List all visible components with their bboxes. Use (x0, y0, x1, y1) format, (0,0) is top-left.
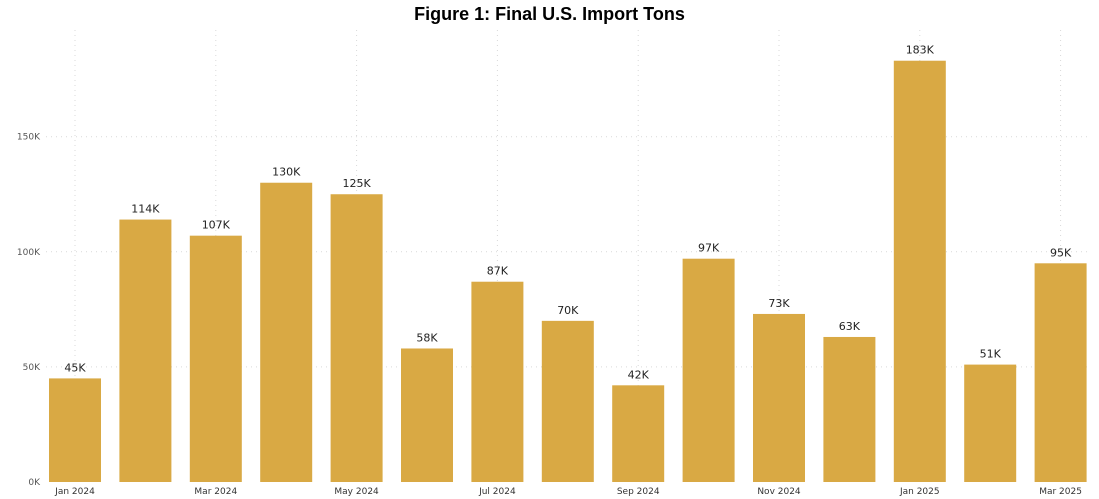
bar-value-label: 95K (1050, 246, 1072, 259)
bar (823, 336, 876, 482)
bar (471, 281, 524, 482)
bar (753, 313, 805, 482)
bar-value-label: 51K (980, 348, 1002, 361)
bar-value-label: 107K (202, 219, 231, 232)
bar (401, 348, 453, 482)
bar (612, 385, 665, 482)
x-tick-label: Nov 2024 (757, 487, 801, 497)
bar (189, 235, 242, 482)
bar (893, 60, 946, 482)
data-labels: 45K 114K 107K 130K 125K 58K 87K 70K 42K 97K 73K 63K… (64, 44, 1072, 382)
bar (260, 182, 313, 482)
bar-value-label: 58K (416, 331, 438, 344)
bar-value-label: 63K (839, 320, 861, 333)
bars (49, 60, 1087, 483)
bar-value-label: 125K (342, 177, 371, 190)
chart-title: Figure 1: Final U.S. Import Tons (414, 4, 685, 24)
y-tick-label: 100K (17, 248, 41, 258)
bar (49, 378, 101, 482)
bar (119, 219, 172, 482)
bar-value-label: 73K (768, 297, 790, 310)
bar (1034, 263, 1087, 482)
bar-value-label: 45K (64, 361, 86, 374)
x-tick-label: Mar 2025 (1039, 487, 1082, 497)
x-tick-label: Jul 2024 (478, 487, 516, 497)
bar (330, 194, 383, 483)
y-tick-label: 50K (23, 363, 41, 373)
bar (964, 364, 1017, 482)
bar-value-label: 130K (272, 166, 301, 179)
x-tick-label: Mar 2024 (194, 487, 237, 497)
bar-value-label: 114K (131, 203, 160, 216)
bar-value-label: 87K (487, 265, 509, 278)
bar (541, 320, 594, 482)
y-tick-label: 150K (17, 133, 41, 143)
x-tick-label: Jan 2024 (54, 487, 95, 497)
y-axis-ticks: 0K 50K 100K 150K (17, 133, 41, 488)
bar-value-label: 97K (698, 242, 720, 255)
x-tick-label: May 2024 (334, 487, 379, 497)
x-tick-label: Jan 2025 (899, 487, 940, 497)
bar (682, 258, 735, 482)
x-axis-ticks: Jan 2024 Mar 2024 May 2024 Jul 2024 Sep 2024… (54, 487, 1082, 497)
y-tick-label: 0K (28, 478, 41, 488)
bar-value-label: 42K (628, 368, 650, 381)
bar-value-label: 183K (906, 44, 935, 57)
bar-value-label: 70K (557, 304, 579, 317)
x-tick-label: Sep 2024 (617, 487, 660, 497)
